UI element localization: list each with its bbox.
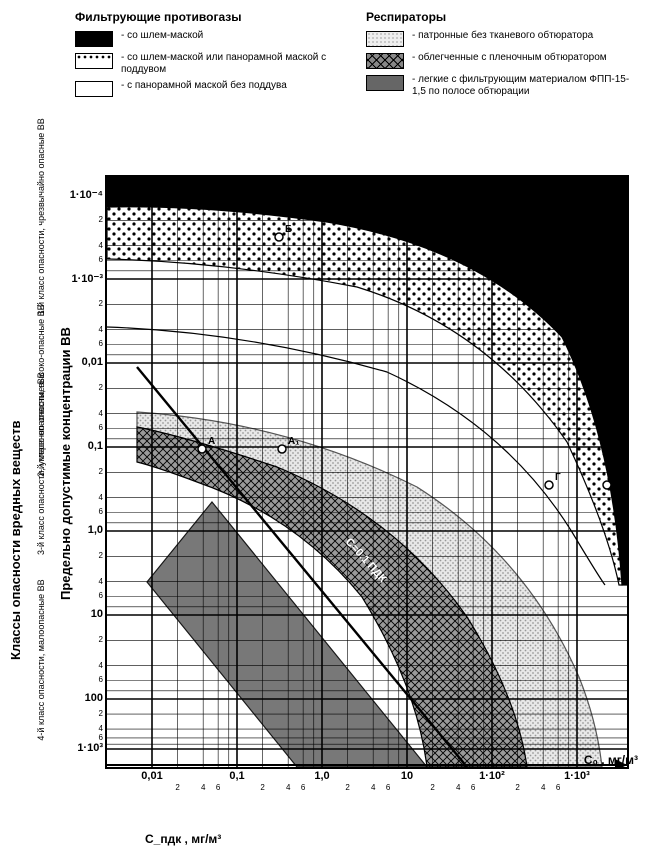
legend-text: - патронные без тканевого обтюратора	[412, 30, 635, 42]
outer-y-axis-title: Классы опасности вредных веществ	[8, 420, 23, 660]
hazard-class-label: 1-й класс опасности, чрезвычайно опасные…	[32, 190, 52, 310]
y-subtick: 6	[99, 591, 103, 600]
legend: Фильтрующие противогазы - со шлем-маской…	[75, 10, 635, 102]
svg-text:А: А	[208, 436, 215, 447]
legend-item: - патронные без тканевого обтюратора	[366, 30, 635, 47]
y-tick-label: 0,01	[82, 356, 103, 368]
svg-text:Г: Г	[555, 472, 561, 483]
y-tick-label: 1·10⁻⁴	[70, 188, 103, 201]
y-subtick: 2	[99, 215, 103, 224]
x-subtick: 6	[471, 783, 475, 792]
legend-right: Респираторы - патронные без тканевого об…	[366, 10, 635, 102]
x-subtick: 2	[260, 783, 264, 792]
marker	[275, 233, 283, 241]
legend-item: - со шлем-маской или панорамной маской с…	[75, 52, 344, 75]
x-subtick: 2	[515, 783, 519, 792]
legend-item: - облегченные с пленочным обтюратором	[366, 52, 635, 69]
y-subtick: 6	[99, 339, 103, 348]
x-subtick: 4	[286, 783, 290, 792]
y-tick-label: 100	[85, 692, 103, 704]
y-subtick: 2	[99, 709, 103, 718]
x-subtick: 6	[216, 783, 220, 792]
legend-swatch	[366, 53, 404, 69]
x-subtick: 2	[430, 783, 434, 792]
y-subtick: 2	[99, 383, 103, 392]
y-subtick: 4	[99, 409, 103, 418]
x-tick-label: 1·10²	[479, 770, 505, 782]
marker	[545, 481, 553, 489]
page: Фильтрующие противогазы - со шлем-маской…	[0, 0, 650, 860]
x-subtick: 6	[301, 783, 305, 792]
x-subtick: 6	[556, 783, 560, 792]
legend-left-title: Фильтрующие противогазы	[75, 10, 344, 24]
y-tick-label: 10	[91, 608, 103, 620]
legend-text: - легкие с фильтрующим материалом ФПП-15…	[412, 74, 635, 97]
y-subtick: 2	[99, 635, 103, 644]
legend-swatch	[75, 81, 113, 97]
y-subtick: 6	[99, 675, 103, 684]
legend-text: - с панорамной маской без поддува	[121, 80, 344, 92]
legend-right-title: Респираторы	[366, 10, 635, 24]
y-subtick: 4	[99, 661, 103, 670]
x-subtick: 2	[175, 783, 179, 792]
y-subtick: 6	[99, 733, 103, 742]
x-tick-label: 0,1	[229, 770, 244, 782]
inner-y-axis-title: Предельно допустимые концентрации ВВ	[58, 327, 73, 600]
chart-svg: С=0.1 ПДКАА₁БГД	[107, 177, 627, 767]
legend-text: - со шлем-маской или панорамной маской с…	[121, 52, 344, 75]
y-subtick: 2	[99, 551, 103, 560]
y-subtick: 2	[99, 299, 103, 308]
y-subtick: 4	[99, 577, 103, 586]
y-subtick: 4	[99, 493, 103, 502]
y-tick-label: 1·10³	[77, 742, 103, 754]
x-subtick: 4	[456, 783, 460, 792]
legend-text: - со шлем-маской	[121, 30, 344, 42]
marker	[198, 445, 206, 453]
legend-item: - легкие с фильтрующим материалом ФПП-15…	[366, 74, 635, 97]
y-subtick: 2	[99, 467, 103, 476]
marker	[278, 445, 286, 453]
y-subtick: 4	[99, 325, 103, 334]
hazard-class-label: 3-й класс опасности, умеренно опасные ВВ	[32, 480, 52, 550]
y-subtick: 6	[99, 507, 103, 516]
x-subtick: 4	[371, 783, 375, 792]
x-subtick: 4	[541, 783, 545, 792]
legend-swatch	[366, 75, 404, 91]
x-tick-label: 0,01	[141, 770, 162, 782]
legend-item: - с панорамной маской без поддува	[75, 80, 344, 97]
y-tick-label: 1,0	[88, 524, 103, 536]
y-tick-label: 1·10⁻³	[72, 272, 104, 285]
chart-area: С=0.1 ПДКАА₁БГД 1·10⁻⁴2461·10⁻³2460,0124…	[105, 175, 629, 769]
marker	[603, 481, 611, 489]
y-tick-label: 0,1	[88, 440, 103, 452]
x-tick-label: 10	[401, 770, 413, 782]
legend-swatch	[75, 53, 113, 69]
x-tick-label: 1·10³	[564, 770, 590, 782]
y-subtick: 6	[99, 423, 103, 432]
y-subtick: 6	[99, 255, 103, 264]
legend-text: - облегченные с пленочным обтюратором	[412, 52, 635, 64]
y-subtick: 4	[99, 724, 103, 733]
svg-text:А₁: А₁	[288, 436, 299, 447]
x-tick-label: 1,0	[314, 770, 329, 782]
x-axis-label-c0: С₀ , мг/м³	[584, 753, 638, 767]
hazard-class-label: 4-й класс опасности, малоопасные ВВ	[32, 560, 52, 750]
x-subtick: 4	[201, 783, 205, 792]
legend-left: Фильтрующие противогазы - со шлем-маской…	[75, 10, 344, 102]
svg-text:Д: Д	[613, 472, 620, 483]
legend-swatch	[366, 31, 404, 47]
x-subtick: 6	[386, 783, 390, 792]
x-axis-label-cpdk: С_пдк , мг/м³	[145, 832, 221, 846]
x-subtick: 2	[345, 783, 349, 792]
legend-item: - со шлем-маской	[75, 30, 344, 47]
legend-swatch	[75, 31, 113, 47]
y-subtick: 4	[99, 241, 103, 250]
svg-text:Б: Б	[285, 224, 292, 235]
